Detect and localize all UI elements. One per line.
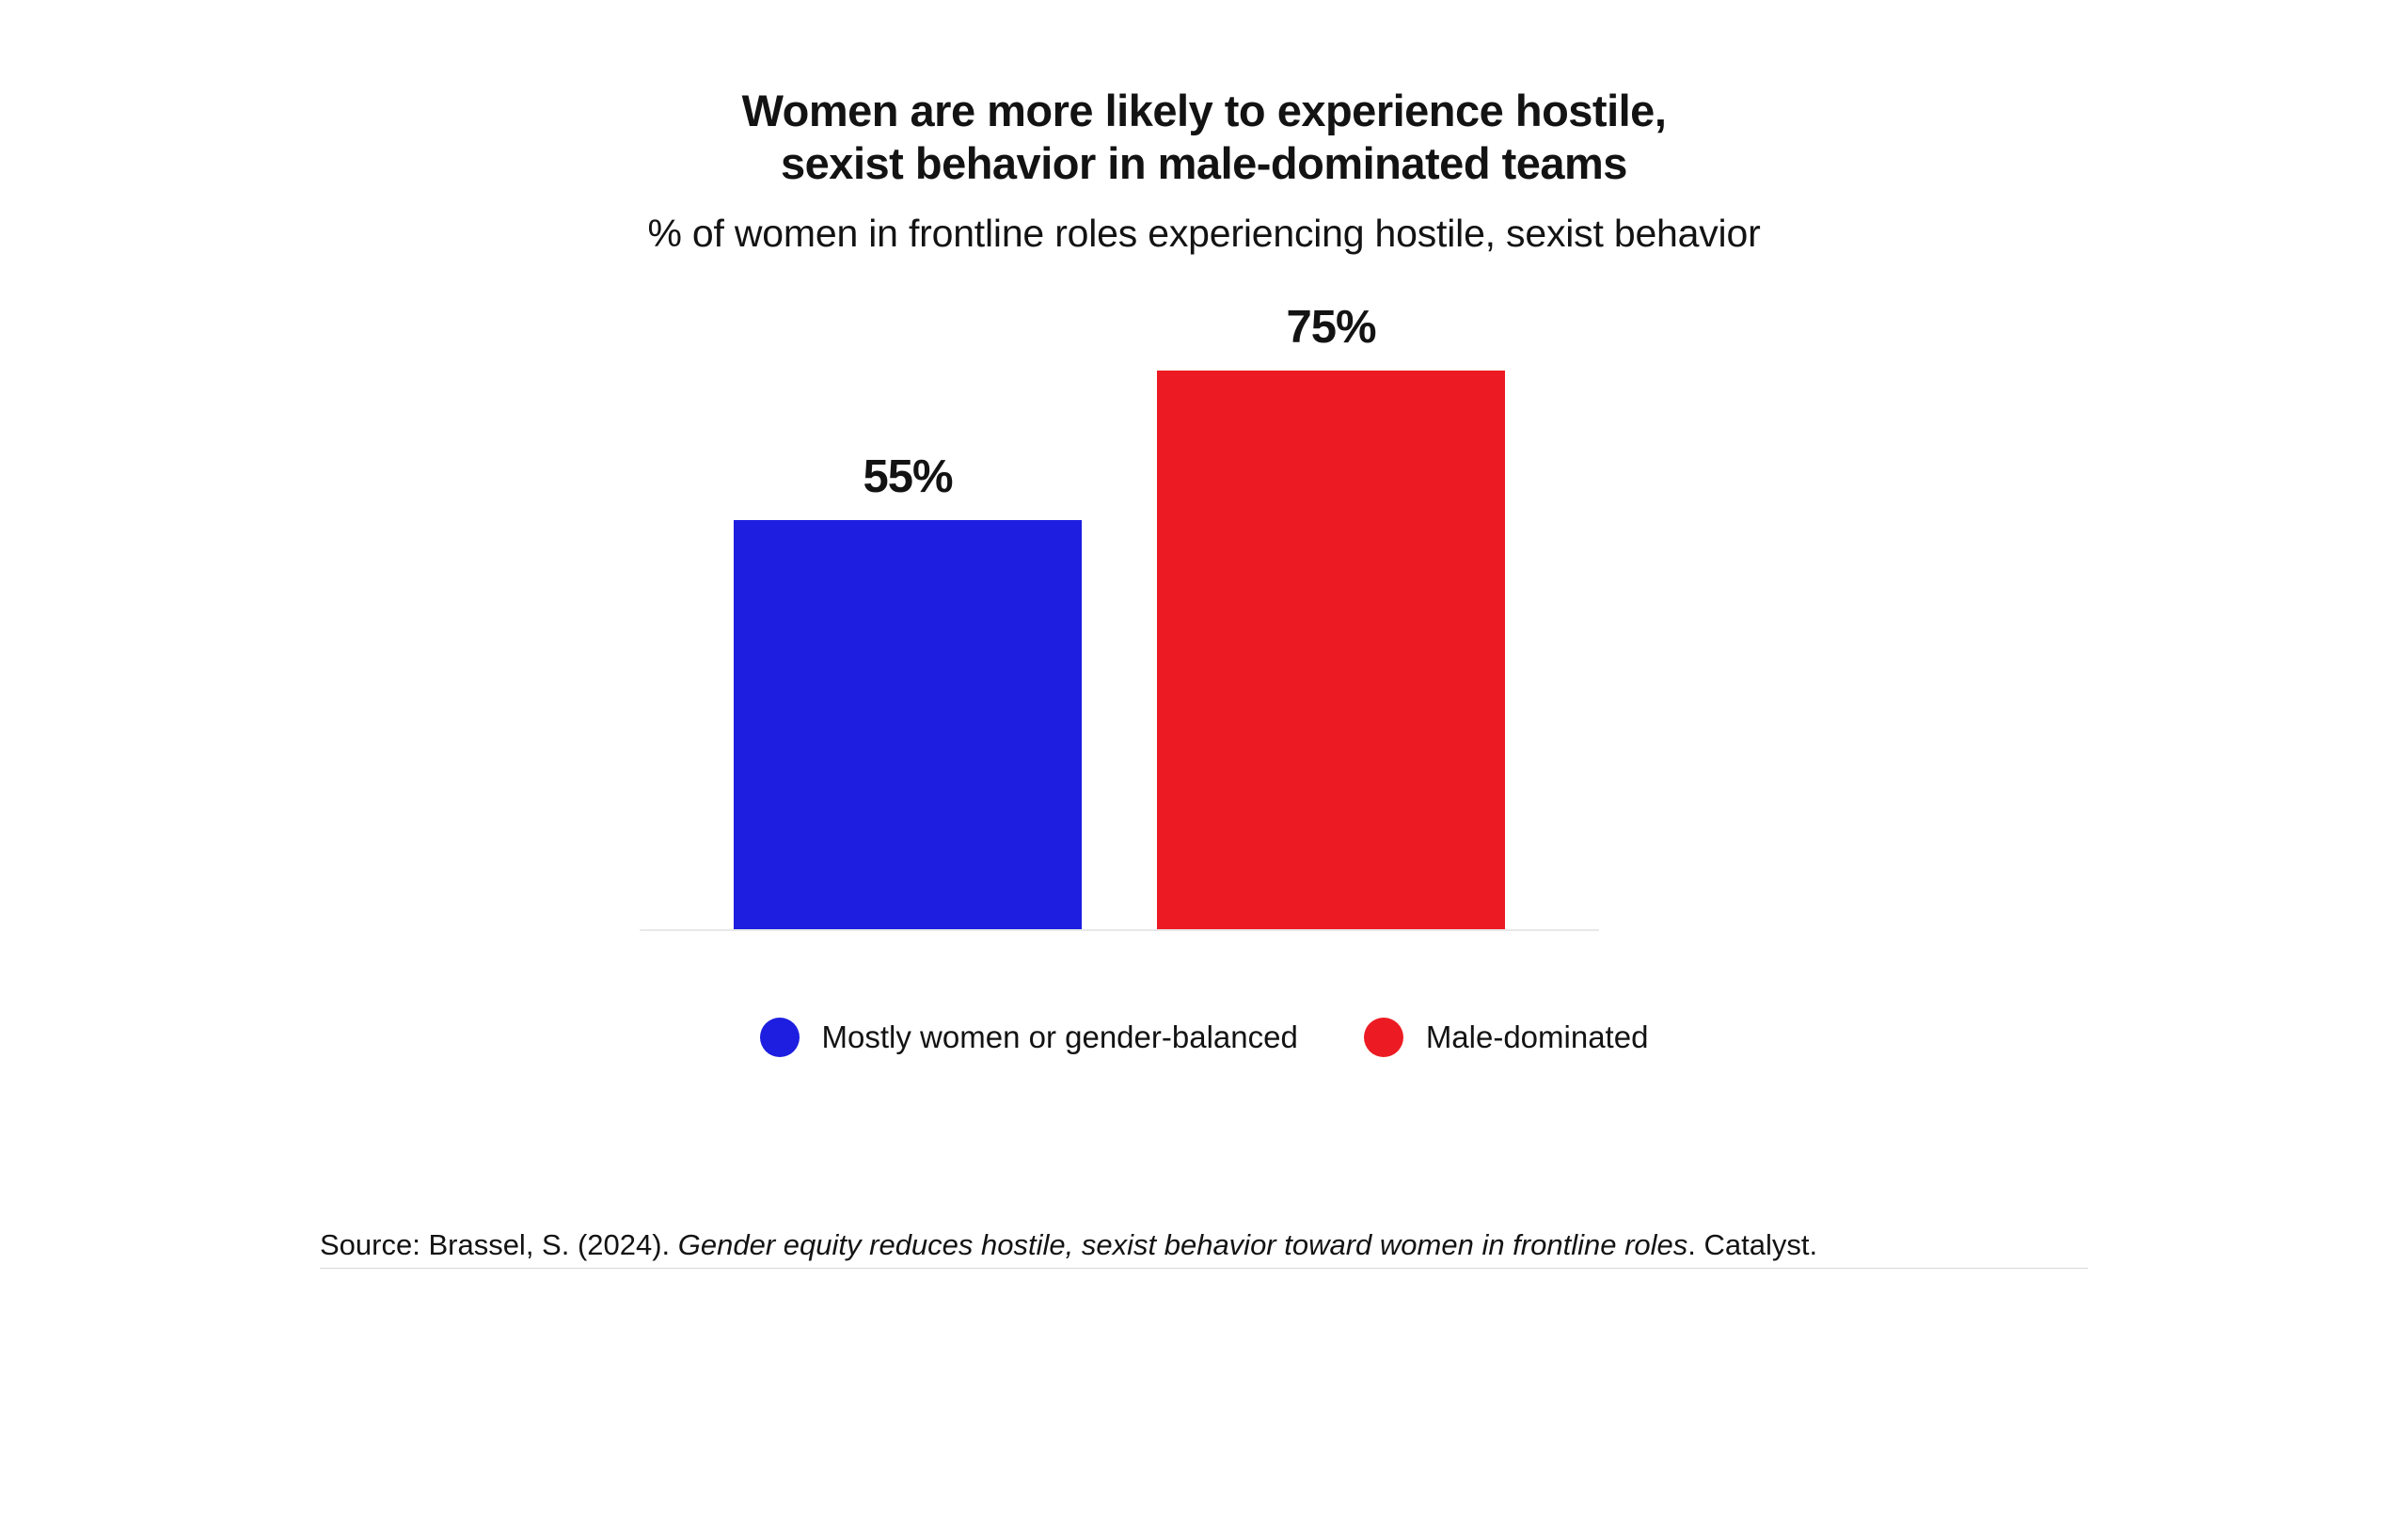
legend-label: Mostly women or gender-balanced [822, 1019, 1298, 1055]
title-block: Women are more likely to experience host… [0, 85, 2408, 256]
legend: Mostly women or gender-balanced Male-dom… [0, 1018, 2408, 1057]
legend-swatch-icon [760, 1018, 800, 1057]
source-prefix: Source: Brassel, S. (2024). [320, 1228, 678, 1261]
title-line-2: sexist behavior in male-dominated teams [0, 137, 2408, 190]
source-suffix: . Catalyst. [1687, 1228, 1817, 1261]
bar-chart: 55% 75% [640, 348, 1599, 931]
source-title-italic: Gender equity reduces hostile, sexist be… [678, 1228, 1688, 1261]
legend-label: Male-dominated [1426, 1019, 1649, 1055]
source-citation: Source: Brassel, S. (2024). Gender equit… [320, 1228, 2088, 1269]
title-line-1: Women are more likely to experience host… [0, 85, 2408, 137]
subtitle: % of women in frontline roles experienci… [0, 212, 2408, 256]
legend-item-male-dominated: Male-dominated [1364, 1018, 1649, 1057]
bar-value-label: 75% [1157, 301, 1505, 371]
bar-value-label: 55% [734, 450, 1082, 520]
chart-page: Women are more likely to experience host… [0, 0, 2408, 1517]
legend-item-mostly-women: Mostly women or gender-balanced [760, 1018, 1298, 1057]
bar-male-dominated: 75% [1157, 371, 1505, 929]
chart-baseline [640, 929, 1599, 931]
legend-swatch-icon [1364, 1018, 1403, 1057]
bar-mostly-women: 55% [734, 520, 1082, 929]
